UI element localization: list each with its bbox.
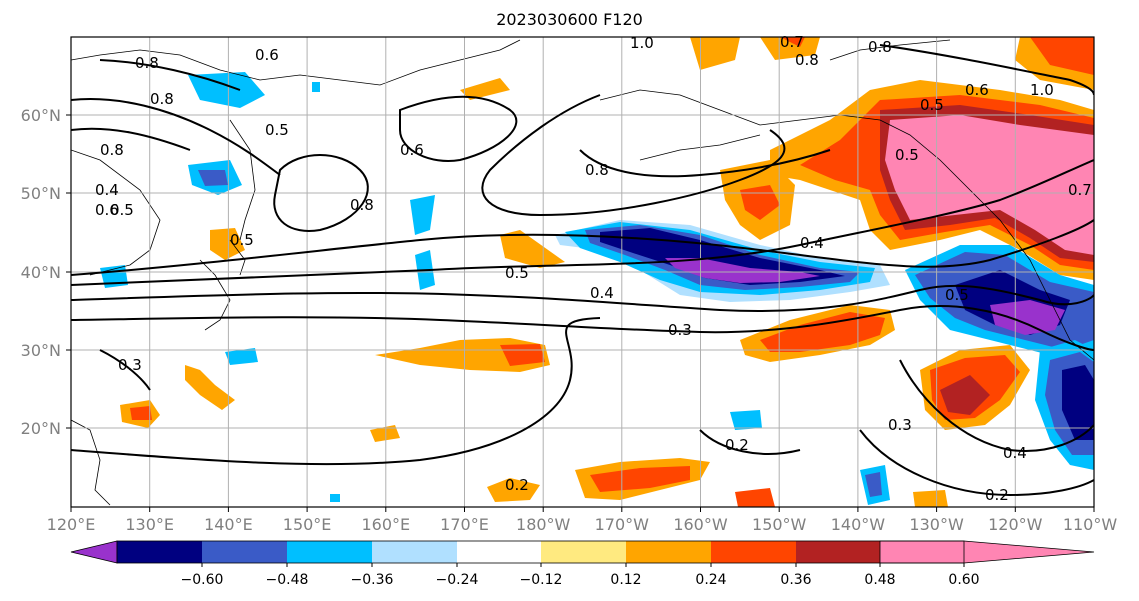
contour-label: 1.0 [630, 34, 654, 52]
lon-tick-label: 140°E [204, 515, 253, 534]
lon-tick-label: 140°W [831, 515, 886, 534]
longitude-labels: 120°E 130°E 140°E 150°E 160°E 170°E 180°… [47, 515, 1118, 534]
contour-label: 0.2 [725, 436, 749, 454]
contour-label: 0.6 [95, 201, 119, 219]
latitude-labels: 60°N 50°N 40°N 30°N 20°N [21, 106, 61, 438]
contour-label: 0.5 [265, 121, 289, 139]
colorbar-tick-label: −0.36 [351, 572, 394, 588]
colorbar-tick-label: −0.12 [520, 572, 563, 588]
contour-label: 0.7 [1068, 181, 1092, 199]
contour-label: 0.5 [945, 286, 969, 304]
contour-label: 0.2 [985, 486, 1009, 504]
colorbar-extend-min [70, 540, 118, 564]
lon-tick-label: 110°W [1063, 515, 1118, 534]
lon-tick-label: 130°W [909, 515, 964, 534]
colorbar-extend-max [879, 540, 1095, 564]
lon-tick-label: 170°E [440, 515, 489, 534]
colorbar: −0.60 −0.48 −0.36 −0.24 −0.12 0.12 0.24 … [70, 540, 1095, 588]
contour-lines [71, 44, 1094, 497]
lon-tick-label: 160°E [361, 515, 410, 534]
contour-label: 0.8 [795, 51, 819, 69]
contour-label: 0.4 [1003, 444, 1027, 462]
contour-label: 0.5 [110, 201, 134, 219]
lat-tick-label: 50°N [21, 184, 61, 203]
colorbar-tick-label: −0.60 [181, 572, 224, 588]
colorbar-segment [711, 541, 796, 563]
lat-tick-label: 30°N [21, 341, 61, 360]
contour-label: 1.0 [1030, 81, 1054, 99]
colorbar-segment [287, 541, 372, 563]
contour-label: 0.8 [350, 196, 374, 214]
colorbar-tick-label: 0.24 [695, 572, 726, 588]
lon-tick-label: 160°W [673, 515, 728, 534]
contour-label: 0.4 [95, 181, 119, 199]
contour-label: 0.3 [888, 416, 912, 434]
contour-label: 0.4 [590, 284, 614, 302]
graticule [71, 37, 1094, 507]
contour-label: 0.8 [100, 141, 124, 159]
contour-label: 0.6 [400, 141, 424, 159]
contour-label: 0.2 [505, 476, 529, 494]
contour-label: 0.7 [780, 33, 804, 51]
axis-ticks [66, 114, 1095, 512]
contour-label: 0.5 [230, 231, 254, 249]
colorbar-segment [117, 541, 202, 563]
colorbar-segment [796, 541, 880, 563]
contour-label: 0.8 [135, 54, 159, 72]
colorbar-tick-label: 0.60 [948, 572, 979, 588]
colorbar-tick-label: −0.24 [436, 572, 479, 588]
colorbar-segment [626, 541, 711, 563]
anomaly-shading [100, 37, 1094, 507]
lon-tick-label: 170°W [595, 515, 650, 534]
contour-label: 0.8 [868, 38, 892, 56]
contour-label: 0.3 [668, 321, 692, 339]
lon-tick-label: 180°W [516, 515, 571, 534]
lat-tick-label: 20°N [21, 419, 61, 438]
contour-label: 0.5 [505, 264, 529, 282]
colorbar-tick-label: 0.36 [780, 572, 811, 588]
map-title: 2023030600 F120 [496, 10, 643, 29]
colorbar-tick-label: −0.48 [266, 572, 309, 588]
contour-label: 0.8 [585, 161, 609, 179]
lon-tick-label: 120°W [988, 515, 1043, 534]
colorbar-segment [202, 541, 287, 563]
lon-tick-label: 120°E [47, 515, 96, 534]
contour-label: 0.4 [800, 234, 824, 252]
colorbar-segment [457, 541, 541, 563]
contour-label: 0.5 [920, 96, 944, 114]
contour-label: 0.8 [150, 90, 174, 108]
contour-label-group: 0.8 0.8 0.6 0.5 0.8 0.6 0.8 0.4 0.5 0.6 … [95, 33, 1092, 504]
colorbar-segment [541, 541, 626, 563]
contour-label: 0.5 [895, 146, 919, 164]
contour-label: 0.6 [255, 46, 279, 64]
contour-label: 0.6 [965, 81, 989, 99]
contour-label: 0.3 [118, 356, 142, 374]
lat-tick-label: 40°N [21, 263, 61, 282]
colorbar-tick-label: 0.48 [864, 572, 895, 588]
lon-tick-label: 130°E [125, 515, 174, 534]
colorbar-segment [372, 541, 457, 563]
lat-tick-label: 60°N [21, 106, 61, 125]
lon-tick-label: 150°W [752, 515, 807, 534]
lon-tick-label: 150°E [283, 515, 332, 534]
colorbar-tick-label: 0.12 [610, 572, 641, 588]
